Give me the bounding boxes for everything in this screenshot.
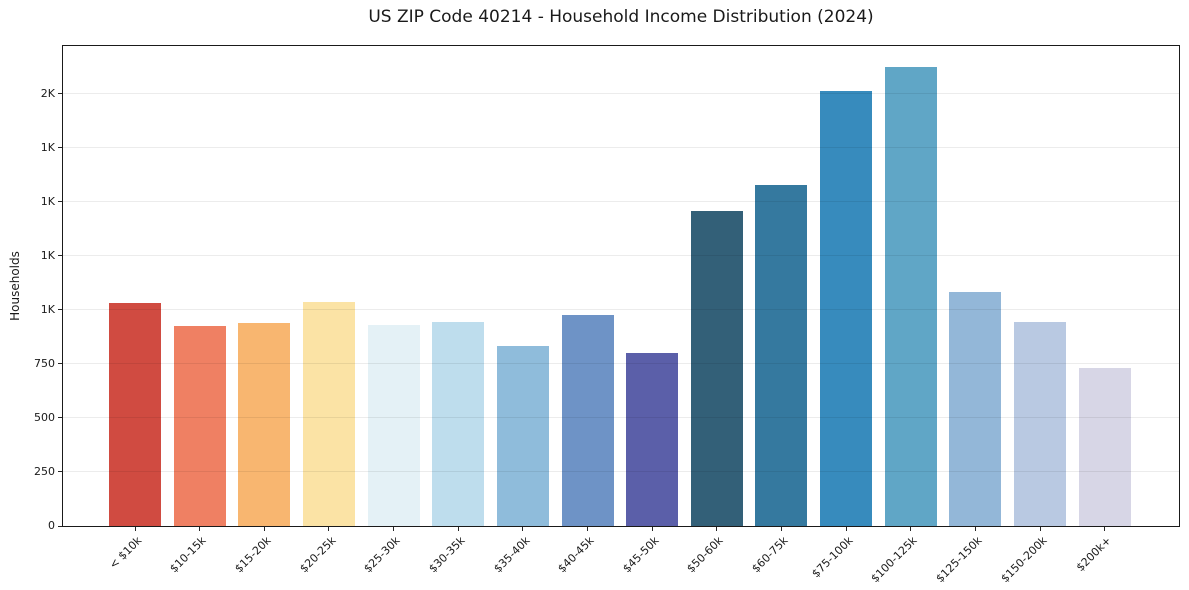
- y-tick-mark: [58, 417, 62, 419]
- y-tick-mark: [58, 525, 62, 527]
- bar-10k: [109, 303, 161, 526]
- bar-125-150k: [949, 292, 1002, 526]
- y-tick-label: 2K: [40, 86, 55, 100]
- bar-150-200k: [1014, 322, 1067, 526]
- bar-75-100k: [820, 90, 873, 526]
- x-tick-mark: [780, 527, 782, 531]
- chart-title: US ZIP Code 40214 - Household Income Dis…: [368, 7, 874, 27]
- x-tick-mark: [1039, 527, 1041, 531]
- x-tick-mark: [651, 527, 653, 531]
- bar-50-60k: [690, 211, 743, 526]
- bar-60-75k: [755, 184, 808, 526]
- y-tick-label: 1K: [40, 302, 55, 316]
- bar-30-35k: [432, 322, 485, 526]
- gridline-750: [63, 363, 1179, 365]
- bar-20-25k: [302, 301, 355, 526]
- y-tick-mark: [58, 363, 62, 365]
- x-tick-label: $200k+: [955, 534, 1114, 574]
- bar-45-50k: [626, 352, 679, 526]
- bar-40-45k: [561, 314, 614, 526]
- y-tick-label: 500: [34, 410, 55, 424]
- x-tick-mark: [974, 527, 976, 531]
- gridline-500: [63, 417, 1179, 419]
- y-tick-label: 250: [34, 464, 55, 478]
- x-tick-mark: [393, 527, 395, 531]
- y-tick-mark: [58, 471, 62, 473]
- gridline-2000: [63, 93, 1179, 95]
- y-tick-label: 1K: [40, 140, 55, 154]
- x-tick-mark: [134, 527, 136, 531]
- y-tick-label: 750: [34, 356, 55, 370]
- x-tick-mark: [263, 527, 265, 531]
- y-tick-mark: [58, 255, 62, 257]
- bar-25-30k: [367, 325, 420, 526]
- y-tick-label: 1K: [40, 248, 55, 262]
- y-tick-mark: [58, 201, 62, 203]
- bar-15-20k: [238, 322, 291, 526]
- bar-35-40k: [496, 346, 549, 526]
- y-tick-mark: [58, 93, 62, 95]
- bar-100-125k: [884, 66, 937, 526]
- x-tick-mark: [522, 527, 524, 531]
- gridline-250: [63, 471, 1179, 473]
- y-tick-mark: [58, 309, 62, 311]
- y-axis-label: Households: [8, 251, 23, 321]
- x-tick-mark: [328, 527, 330, 531]
- x-tick-mark: [587, 527, 588, 531]
- x-tick-mark: [1104, 527, 1106, 531]
- gridline-1500: [63, 201, 1179, 203]
- x-tick-mark: [845, 527, 847, 531]
- x-tick-label-text: $200k+: [1073, 534, 1114, 575]
- y-tick-label: 1K: [40, 194, 55, 208]
- gridline-1250: [63, 255, 1179, 257]
- y-tick-mark: [58, 147, 62, 149]
- x-tick-mark: [716, 527, 718, 531]
- x-tick-mark: [910, 527, 912, 531]
- y-tick-label: 0: [48, 519, 55, 532]
- x-tick-mark: [199, 527, 201, 531]
- bar-10-15k: [173, 325, 226, 526]
- plot-area: 0 250 500 750 1K 1K 1K 1K 2K < $10k $10-15k $15-20k…: [34, 45, 1180, 585]
- gridline-1000: [63, 309, 1179, 311]
- bar-200k+: [1078, 368, 1131, 526]
- x-tick-mark: [457, 527, 459, 531]
- gridline-1750: [63, 147, 1179, 149]
